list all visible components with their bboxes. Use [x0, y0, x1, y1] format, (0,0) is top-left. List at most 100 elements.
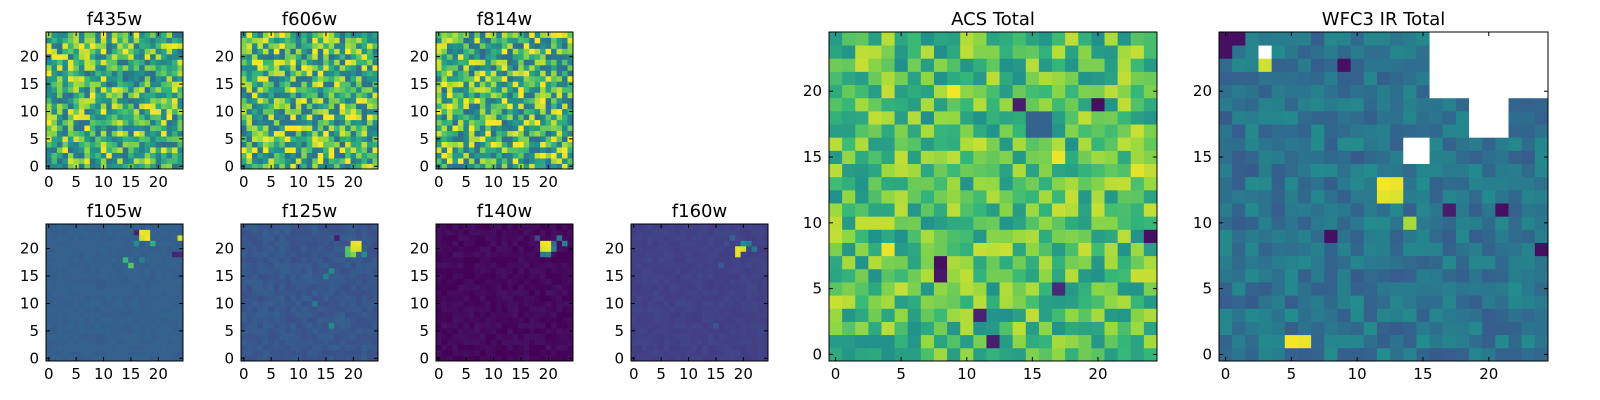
heatmap-cell	[729, 344, 736, 351]
heatmap-cell	[122, 256, 129, 263]
heatmap-cell	[350, 295, 357, 302]
heatmap-cell	[95, 251, 102, 258]
heatmap-cell	[257, 300, 264, 307]
x-tick-label: 15	[121, 365, 140, 383]
heatmap-cell	[562, 251, 568, 258]
heatmap-cell	[284, 70, 291, 77]
heatmap-cell	[51, 328, 58, 334]
heatmap-cell	[279, 295, 286, 302]
heatmap-cell	[501, 141, 508, 148]
heatmap-cell	[724, 278, 731, 285]
heatmap-cell	[345, 322, 351, 329]
heatmap-cell	[479, 59, 486, 66]
heatmap-cell	[523, 339, 530, 345]
heatmap-cell	[436, 289, 442, 296]
heatmap-cell	[262, 136, 269, 142]
heatmap-cell	[372, 229, 379, 236]
heatmap-cell	[534, 256, 541, 263]
heatmap-cell	[312, 245, 319, 252]
heatmap-cell	[669, 289, 676, 296]
heatmap-cell	[1091, 216, 1105, 230]
heatmap-cell	[172, 234, 178, 241]
heatmap-cell	[312, 344, 319, 351]
heatmap-cell	[128, 70, 135, 77]
heatmap-cell	[446, 262, 453, 269]
heatmap-cell	[507, 267, 514, 274]
heatmap-cell	[46, 311, 52, 318]
heatmap-cell	[128, 300, 135, 307]
heatmap-cell	[751, 339, 758, 345]
heatmap-cell	[67, 355, 74, 362]
heatmap-cell	[150, 32, 156, 38]
heatmap-cell	[100, 92, 107, 99]
heatmap-cell	[485, 245, 492, 252]
heatmap-cell	[111, 289, 118, 296]
heatmap-cell	[485, 273, 492, 280]
heatmap-cell	[139, 70, 146, 77]
heatmap-cell	[512, 229, 519, 236]
heatmap-cell	[78, 311, 85, 318]
heatmap-cell	[279, 86, 286, 93]
heatmap-cell	[751, 234, 758, 241]
heatmap-cell	[128, 322, 135, 329]
heatmap-cell	[551, 59, 557, 66]
heatmap-cell	[345, 147, 351, 153]
heatmap-cell	[155, 147, 162, 153]
heatmap-cell	[133, 339, 140, 345]
heatmap-cell	[485, 344, 492, 351]
heatmap-cell	[246, 75, 253, 82]
heatmap-cell	[334, 284, 341, 291]
heatmap-cell	[696, 267, 703, 274]
heatmap-cell	[1091, 163, 1105, 178]
heatmap-cell	[345, 92, 351, 99]
heatmap-cell	[474, 86, 481, 93]
heatmap-cell	[567, 97, 574, 104]
heatmap-cell	[468, 97, 475, 104]
heatmap-cell	[567, 322, 574, 329]
heatmap-cell	[446, 114, 453, 121]
heatmap-cell	[545, 37, 552, 44]
heatmap-cell	[636, 344, 643, 351]
heatmap-cell	[62, 240, 69, 247]
heatmap-cell	[457, 251, 464, 258]
heatmap-cell	[334, 97, 341, 104]
heatmap-cell	[295, 92, 302, 99]
heatmap-cell	[1117, 255, 1132, 270]
heatmap-cell	[177, 262, 184, 269]
heatmap-cell	[317, 267, 324, 274]
heatmap-cell	[133, 119, 140, 126]
heatmap-cell	[117, 48, 124, 55]
heatmap-cell	[474, 53, 481, 60]
heatmap-cell	[251, 92, 258, 99]
heatmap-cell	[468, 86, 475, 93]
heatmap-cell	[56, 152, 63, 159]
heatmap-cell	[62, 125, 69, 132]
heatmap-cell	[496, 229, 503, 236]
heatmap-cell	[551, 262, 557, 269]
heatmap-cell	[73, 97, 80, 104]
heatmap-cell	[474, 136, 481, 142]
x-tick-label: 0	[629, 365, 639, 383]
heatmap-cell	[295, 158, 302, 164]
heatmap-cell	[251, 306, 258, 313]
heatmap-cell	[474, 81, 481, 88]
heatmap-cell	[51, 289, 58, 296]
heatmap-cell	[707, 262, 714, 269]
heatmap-cell	[84, 350, 91, 356]
heatmap-cell	[540, 136, 546, 142]
heatmap-cell	[641, 234, 648, 241]
heatmap-cell	[161, 278, 167, 285]
heatmap-cell	[78, 344, 85, 351]
heatmap-cell	[562, 92, 568, 99]
heatmap-cell	[312, 322, 319, 329]
heatmap-cell	[452, 328, 459, 334]
heatmap-cell	[122, 240, 129, 247]
heatmap-cell	[345, 339, 351, 345]
heatmap-cell	[545, 136, 552, 142]
heatmap-cell	[356, 108, 362, 115]
heatmap-cell	[441, 141, 448, 148]
heatmap-cell	[161, 289, 167, 296]
heatmap-cell	[647, 229, 654, 236]
heatmap-cell	[474, 48, 481, 55]
